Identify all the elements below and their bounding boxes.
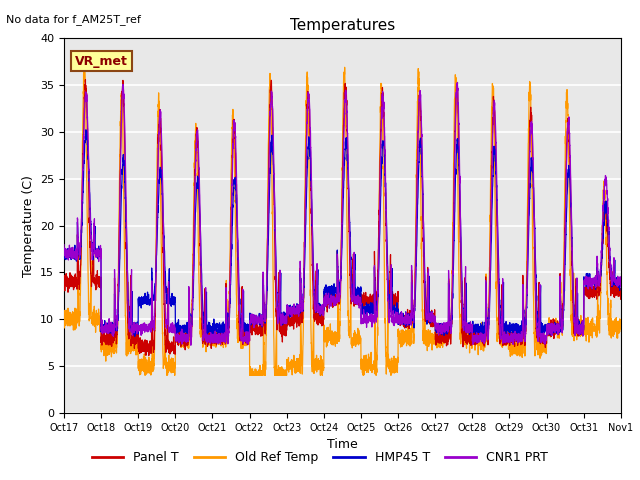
Legend: Panel T, Old Ref Temp, HMP45 T, CNR1 PRT: Panel T, Old Ref Temp, HMP45 T, CNR1 PRT <box>87 446 553 469</box>
Y-axis label: Temperature (C): Temperature (C) <box>22 175 35 276</box>
X-axis label: Time: Time <box>327 438 358 451</box>
Text: VR_met: VR_met <box>75 55 128 68</box>
Title: Temperatures: Temperatures <box>290 18 395 33</box>
Text: No data for f_AM25T_ref: No data for f_AM25T_ref <box>6 14 141 25</box>
